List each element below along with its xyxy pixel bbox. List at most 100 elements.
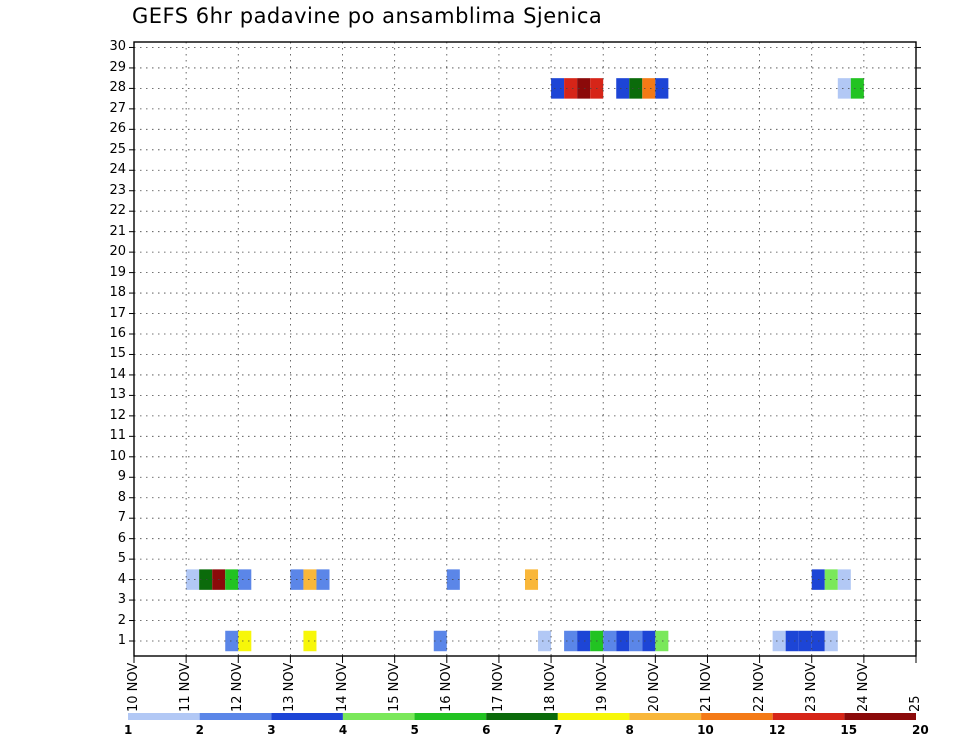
colorbar-segment — [701, 713, 773, 720]
colorbar-label: 20 — [912, 723, 929, 737]
y-tick-label: 14 — [109, 366, 126, 382]
x-tick-label: 21 NOV — [699, 662, 715, 712]
x-tick-label: 14 NOV — [334, 662, 350, 712]
colorbar-segment — [414, 713, 487, 720]
colorbar-label: 2 — [195, 723, 204, 737]
heatmap-cell — [603, 630, 617, 652]
axis-ticks — [129, 46, 921, 663]
colorbar-label: 8 — [625, 723, 634, 737]
y-tick-label: 11 — [109, 428, 126, 444]
y-tick-label: 15 — [109, 346, 126, 362]
y-tick-label: 16 — [109, 326, 126, 341]
y-tick-label: 3 — [117, 592, 126, 608]
x-tick-label: 15 NOV — [386, 662, 402, 712]
y-tick-label: 6 — [117, 530, 126, 546]
heatmap-cell — [538, 630, 552, 652]
heatmap-cell — [785, 630, 799, 652]
heatmap-cell — [225, 630, 239, 652]
colorbar-segment — [128, 713, 200, 720]
y-tick-label: 4 — [117, 571, 126, 587]
heatmap-cell — [772, 630, 786, 652]
heatmap-cell — [186, 569, 200, 590]
x-tick-label: 16 NOV — [438, 662, 454, 712]
y-tick-label: 22 — [109, 203, 126, 219]
x-tick-label: 13 NOV — [282, 662, 298, 712]
colorbar-label: 7 — [553, 723, 563, 737]
y-tick-label: 12 — [109, 407, 126, 423]
y-tick-label: 25 — [109, 141, 126, 157]
grid-lines — [134, 42, 916, 656]
heatmap-cell — [798, 630, 812, 652]
y-tick-label: 5 — [117, 551, 126, 567]
heatmap-cell — [316, 569, 330, 590]
heatmap-cell — [577, 630, 591, 652]
y-tick-label: 21 — [109, 223, 126, 239]
y-tick-label: 7 — [117, 510, 126, 526]
x-tick-label: 19 NOV — [595, 662, 611, 712]
x-tick-label: 20 NOV — [647, 662, 663, 712]
y-tick-label: 13 — [109, 387, 126, 403]
colorbar-segment — [772, 713, 845, 720]
colorbar-segment — [486, 713, 558, 720]
y-tick-label: 17 — [109, 305, 126, 321]
heatmap-cell — [629, 78, 643, 99]
heatmap-cell — [629, 630, 643, 652]
heatmap-cell — [642, 78, 656, 99]
y-tick-label: 19 — [109, 264, 126, 280]
y-tick-label: 27 — [109, 100, 126, 116]
x-tick-label: 23 NOV — [803, 662, 819, 712]
y-tick-label: 30 — [109, 39, 126, 55]
colorbar-label: 10 — [697, 723, 714, 737]
x-tick-label: 11 NOV — [178, 662, 194, 712]
y-tick-label: 10 — [109, 448, 126, 464]
heatmap-cell — [303, 630, 317, 652]
y-tick-label: 8 — [117, 489, 126, 505]
colorbar-segment — [629, 713, 702, 720]
heatmap-cell — [850, 78, 864, 99]
plot-frame — [133, 41, 917, 657]
heatmap-cell — [525, 569, 539, 590]
colorbar-label: 12 — [768, 723, 786, 737]
colorbar-segment — [342, 713, 415, 720]
heatmap-cell — [577, 78, 591, 99]
x-tick-label: 17 NOV — [490, 662, 506, 712]
y-tick-label: 2 — [117, 612, 126, 628]
heatmap-cell — [199, 569, 213, 590]
heatmap-cell — [551, 78, 565, 99]
y-tick-label: 28 — [109, 80, 126, 96]
heatmap-cells — [186, 78, 864, 652]
colorbar-label: 15 — [840, 723, 858, 737]
heatmap-cell — [655, 630, 669, 652]
x-tick-label: 18 NOV — [543, 662, 559, 712]
heatmap-cell — [303, 569, 317, 590]
y-tick-label: 26 — [109, 121, 126, 137]
colorbar-label: 3 — [267, 723, 276, 737]
x-tick-label: 24 NOV — [855, 662, 871, 712]
heatmap-cell — [837, 569, 851, 590]
colorbar-segment — [271, 713, 343, 720]
heatmap-cell — [238, 569, 252, 590]
y-tick-label: 23 — [109, 182, 126, 198]
heatmap-cell — [837, 78, 851, 99]
chart-title: GEFS 6hr padavine po ansamblima Sjenica — [132, 4, 603, 28]
colorbar-label: 5 — [410, 723, 419, 737]
colorbar-segment — [199, 713, 272, 720]
heatmap-cell — [564, 78, 578, 99]
x-tick-label: 22 NOV — [751, 662, 767, 712]
y-tick-label: 18 — [109, 285, 126, 301]
heatmap-cell — [564, 630, 578, 652]
heatmap-cell — [655, 78, 669, 99]
heatmap-cell — [642, 630, 656, 652]
heatmap-cell — [238, 630, 252, 652]
y-tick-label: 1 — [117, 633, 126, 648]
colorbar-segment — [844, 713, 916, 720]
heatmap-cell — [225, 569, 239, 590]
y-tick-label: 29 — [109, 59, 126, 75]
heatmap-cell — [616, 630, 630, 652]
x-tick-label: 10 NOV — [126, 662, 141, 712]
colorbar-label: 6 — [482, 723, 491, 737]
colorbar-label: 1 — [124, 723, 133, 737]
y-tick-label: 24 — [109, 162, 126, 178]
y-tick-label: 9 — [117, 469, 126, 485]
